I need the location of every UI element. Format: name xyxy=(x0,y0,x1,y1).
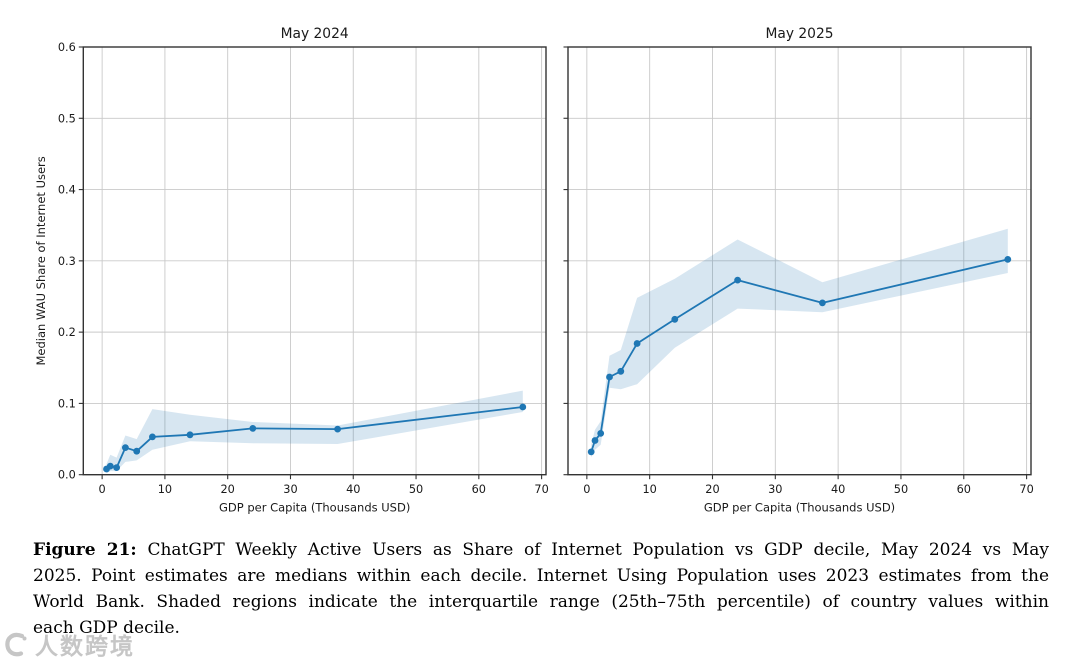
x-tick-label: 10 xyxy=(158,483,172,496)
chart-title: May 2025 xyxy=(765,26,833,42)
x-tick-label: 70 xyxy=(534,483,548,496)
figure-caption: Figure 21: ChatGPT Weekly Active Users a… xyxy=(33,537,1049,641)
iqr-band xyxy=(106,390,523,474)
x-tick-label: 0 xyxy=(99,483,106,496)
chart-may-2025: 0 10 20 30 40 50 60 70 May 2025 GDP per Capita (T… xyxy=(563,26,1034,515)
x-tick-label: 30 xyxy=(768,483,782,496)
data-point xyxy=(249,425,257,432)
data-point xyxy=(122,444,129,451)
caption-line-1: Figure 21: ChatGPT Weekly Active Users a… xyxy=(33,537,1049,563)
y-tick-label: 0.2 xyxy=(58,326,76,339)
data-point xyxy=(587,448,595,456)
data-point xyxy=(734,276,741,284)
caption-text-4: each GDP decile. xyxy=(33,618,180,638)
y-tick-label: 0.3 xyxy=(58,255,76,268)
data-point xyxy=(597,430,605,437)
y-tick-label: 0.5 xyxy=(58,112,76,125)
charts-row: 0 10 20 30 40 50 60 70 0.0 0.1 0.2 0.3 0.4 0.5 0.6 May … xyxy=(34,26,1034,515)
median-line xyxy=(590,258,1009,453)
data-point xyxy=(633,340,641,347)
x-tick-label: 40 xyxy=(346,483,360,496)
watermark-logo-icon xyxy=(5,632,27,657)
x-tick-label: 0 xyxy=(583,483,590,496)
caption-text-2: 2025. Point estimates are medians within… xyxy=(33,566,1049,586)
x-tick-label: 10 xyxy=(642,483,656,496)
y-tick-label: 0.1 xyxy=(58,397,76,410)
chart-may-2024: 0 10 20 30 40 50 60 70 0.0 0.1 0.2 0.3 0.4 0.5 0.6 May … xyxy=(34,26,549,515)
y-tick-label: 0.4 xyxy=(58,184,76,197)
y-axis-label: Median WAU Share of Internet Users xyxy=(34,156,48,365)
caption-line-3: World Bank. Shaded regions indicate the … xyxy=(33,589,1049,615)
wau-vs-gdp-charts: 0 10 20 30 40 50 60 70 0.0 0.1 0.2 0.3 0.4 0.5 0.6 May … xyxy=(34,26,1034,515)
data-point xyxy=(149,433,156,441)
caption-text-3: World Bank. Shaded regions indicate the … xyxy=(33,592,1049,612)
data-point xyxy=(671,315,679,323)
x-axis-label: GDP per Capita (Thousands USD) xyxy=(704,501,895,515)
caption-text-1: ChatGPT Weekly Active Users as Share of … xyxy=(147,540,1049,560)
data-point xyxy=(617,367,625,375)
x-tick-label: 50 xyxy=(894,483,908,496)
data-point xyxy=(606,373,613,381)
figure-number-label: Figure 21: xyxy=(33,540,137,560)
data-point xyxy=(591,437,599,444)
x-tick-label: 50 xyxy=(409,483,423,496)
data-point xyxy=(186,431,194,439)
data-point xyxy=(133,447,141,455)
x-tick-label: 20 xyxy=(705,483,719,496)
x-tick-label: 70 xyxy=(1019,483,1033,496)
data-point xyxy=(519,403,527,411)
data-point xyxy=(1004,256,1012,263)
data-point xyxy=(113,464,120,471)
y-tick-label: 0.6 xyxy=(58,41,76,54)
caption-line-2: 2025. Point estimates are medians within… xyxy=(33,563,1049,589)
data-point xyxy=(106,462,114,470)
chart-title: May 2024 xyxy=(281,26,349,42)
x-tick-label: 60 xyxy=(957,483,971,496)
iqr-band xyxy=(591,228,1008,458)
y-tick-label: 0.0 xyxy=(58,469,76,482)
data-point xyxy=(819,299,826,307)
x-tick-label: 30 xyxy=(283,483,297,496)
x-tick-label: 60 xyxy=(472,483,486,496)
data-point xyxy=(334,425,341,433)
x-tick-label: 20 xyxy=(221,483,235,496)
x-tick-label: 40 xyxy=(831,483,845,496)
caption-line-4: each GDP decile. xyxy=(33,615,1049,641)
x-axis-label: GDP per Capita (Thousands USD) xyxy=(219,501,410,515)
